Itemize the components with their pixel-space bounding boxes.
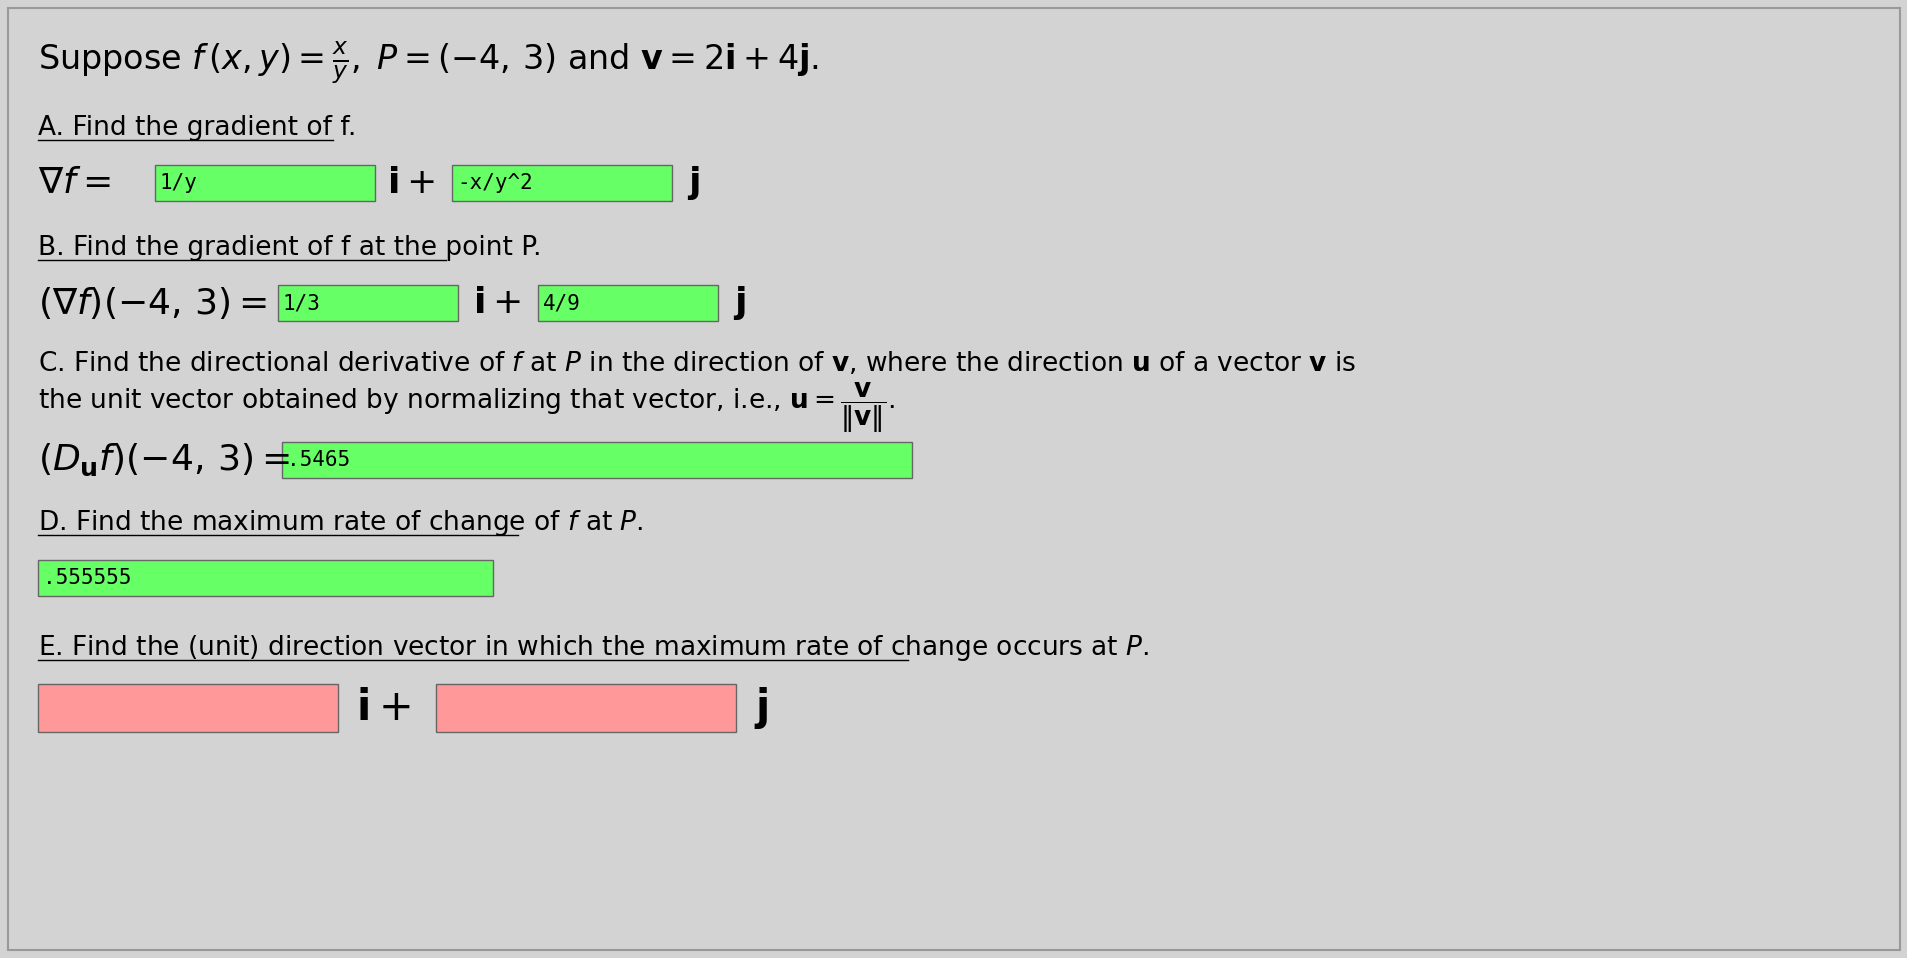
Text: .555555: .555555 <box>44 568 132 588</box>
FancyBboxPatch shape <box>154 165 376 201</box>
Text: C. Find the directional derivative of $f$ at $P$ in the direction of $\mathbf{v}: C. Find the directional derivative of $f… <box>38 350 1356 376</box>
Text: 1/3: 1/3 <box>282 293 320 313</box>
FancyBboxPatch shape <box>278 285 458 321</box>
Text: 4/9: 4/9 <box>543 293 580 313</box>
Text: $\nabla f = $: $\nabla f = $ <box>38 166 111 200</box>
Text: A. Find the gradient of f.: A. Find the gradient of f. <box>38 115 357 141</box>
Text: $\mathbf{i}+$: $\mathbf{i}+$ <box>357 687 410 729</box>
FancyBboxPatch shape <box>282 442 912 478</box>
Text: the unit vector obtained by normalizing that vector, i.e., $\mathbf{u} = \dfrac{: the unit vector obtained by normalizing … <box>38 381 894 435</box>
FancyBboxPatch shape <box>538 285 717 321</box>
Text: $(D_{\mathbf{u}}f)(-4,\,3) = $: $(D_{\mathbf{u}}f)(-4,\,3) = $ <box>38 442 290 478</box>
FancyBboxPatch shape <box>437 684 736 732</box>
Text: .5465: .5465 <box>286 450 351 470</box>
Text: $\mathbf{j}$: $\mathbf{j}$ <box>732 284 746 322</box>
Text: -x/y^2: -x/y^2 <box>458 173 532 193</box>
Text: Suppose $f\,(x,y) = \frac{x}{y},\;P = (-4,\,3)$ and $\mathbf{v} = 2\mathbf{i} + : Suppose $f\,(x,y) = \frac{x}{y},\;P = (-… <box>38 40 818 86</box>
Text: B. Find the gradient of f at the point P.: B. Find the gradient of f at the point P… <box>38 235 542 261</box>
FancyBboxPatch shape <box>8 8 1899 950</box>
FancyBboxPatch shape <box>452 165 671 201</box>
Text: $\mathbf{i}+$: $\mathbf{i}+$ <box>387 166 435 200</box>
FancyBboxPatch shape <box>38 560 492 596</box>
Text: E. Find the (unit) direction vector in which the maximum rate of change occurs a: E. Find the (unit) direction vector in w… <box>38 633 1148 663</box>
Text: $\mathbf{i}+$: $\mathbf{i}+$ <box>473 286 521 320</box>
Text: $\mathbf{j}$: $\mathbf{j}$ <box>753 685 769 731</box>
Text: 1/y: 1/y <box>160 173 198 193</box>
Text: $\mathbf{j}$: $\mathbf{j}$ <box>687 164 700 202</box>
Text: $(\nabla f)(-4,\,3) = $: $(\nabla f)(-4,\,3) = $ <box>38 285 267 321</box>
FancyBboxPatch shape <box>38 684 338 732</box>
Text: D. Find the maximum rate of change of $f$ at $P$.: D. Find the maximum rate of change of $f… <box>38 508 643 538</box>
